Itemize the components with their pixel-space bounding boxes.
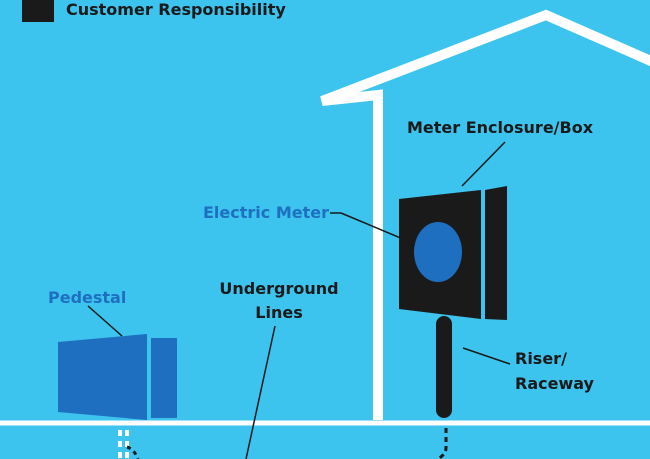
underground-label-line1: Underground [219, 279, 338, 298]
electric-meter-leader [340, 212, 416, 245]
pedestal [58, 334, 177, 420]
riser-label-line1: Riser/ [515, 349, 567, 368]
legend-label: Customer Responsibility [66, 0, 286, 19]
meter-enclosure-label: Meter Enclosure/Box [407, 118, 594, 137]
riser-label-line2: Raceway [515, 374, 595, 393]
underground-label-line2: Lines [255, 303, 302, 322]
electric-meter-label: Electric Meter [203, 203, 329, 222]
riser-leader [462, 347, 511, 365]
pedestal-label: Pedestal [48, 288, 126, 307]
pedestal-leader [87, 305, 123, 337]
riser-underground-dash [437, 428, 448, 459]
legend-swatch [22, 0, 54, 22]
underground-leader [245, 325, 276, 459]
underground-dash-curve [126, 445, 140, 459]
electric-meter [414, 222, 462, 282]
house-outline [320, 9, 650, 420]
riser-raceway [436, 316, 452, 418]
meter-enclosure-leader [461, 141, 506, 187]
